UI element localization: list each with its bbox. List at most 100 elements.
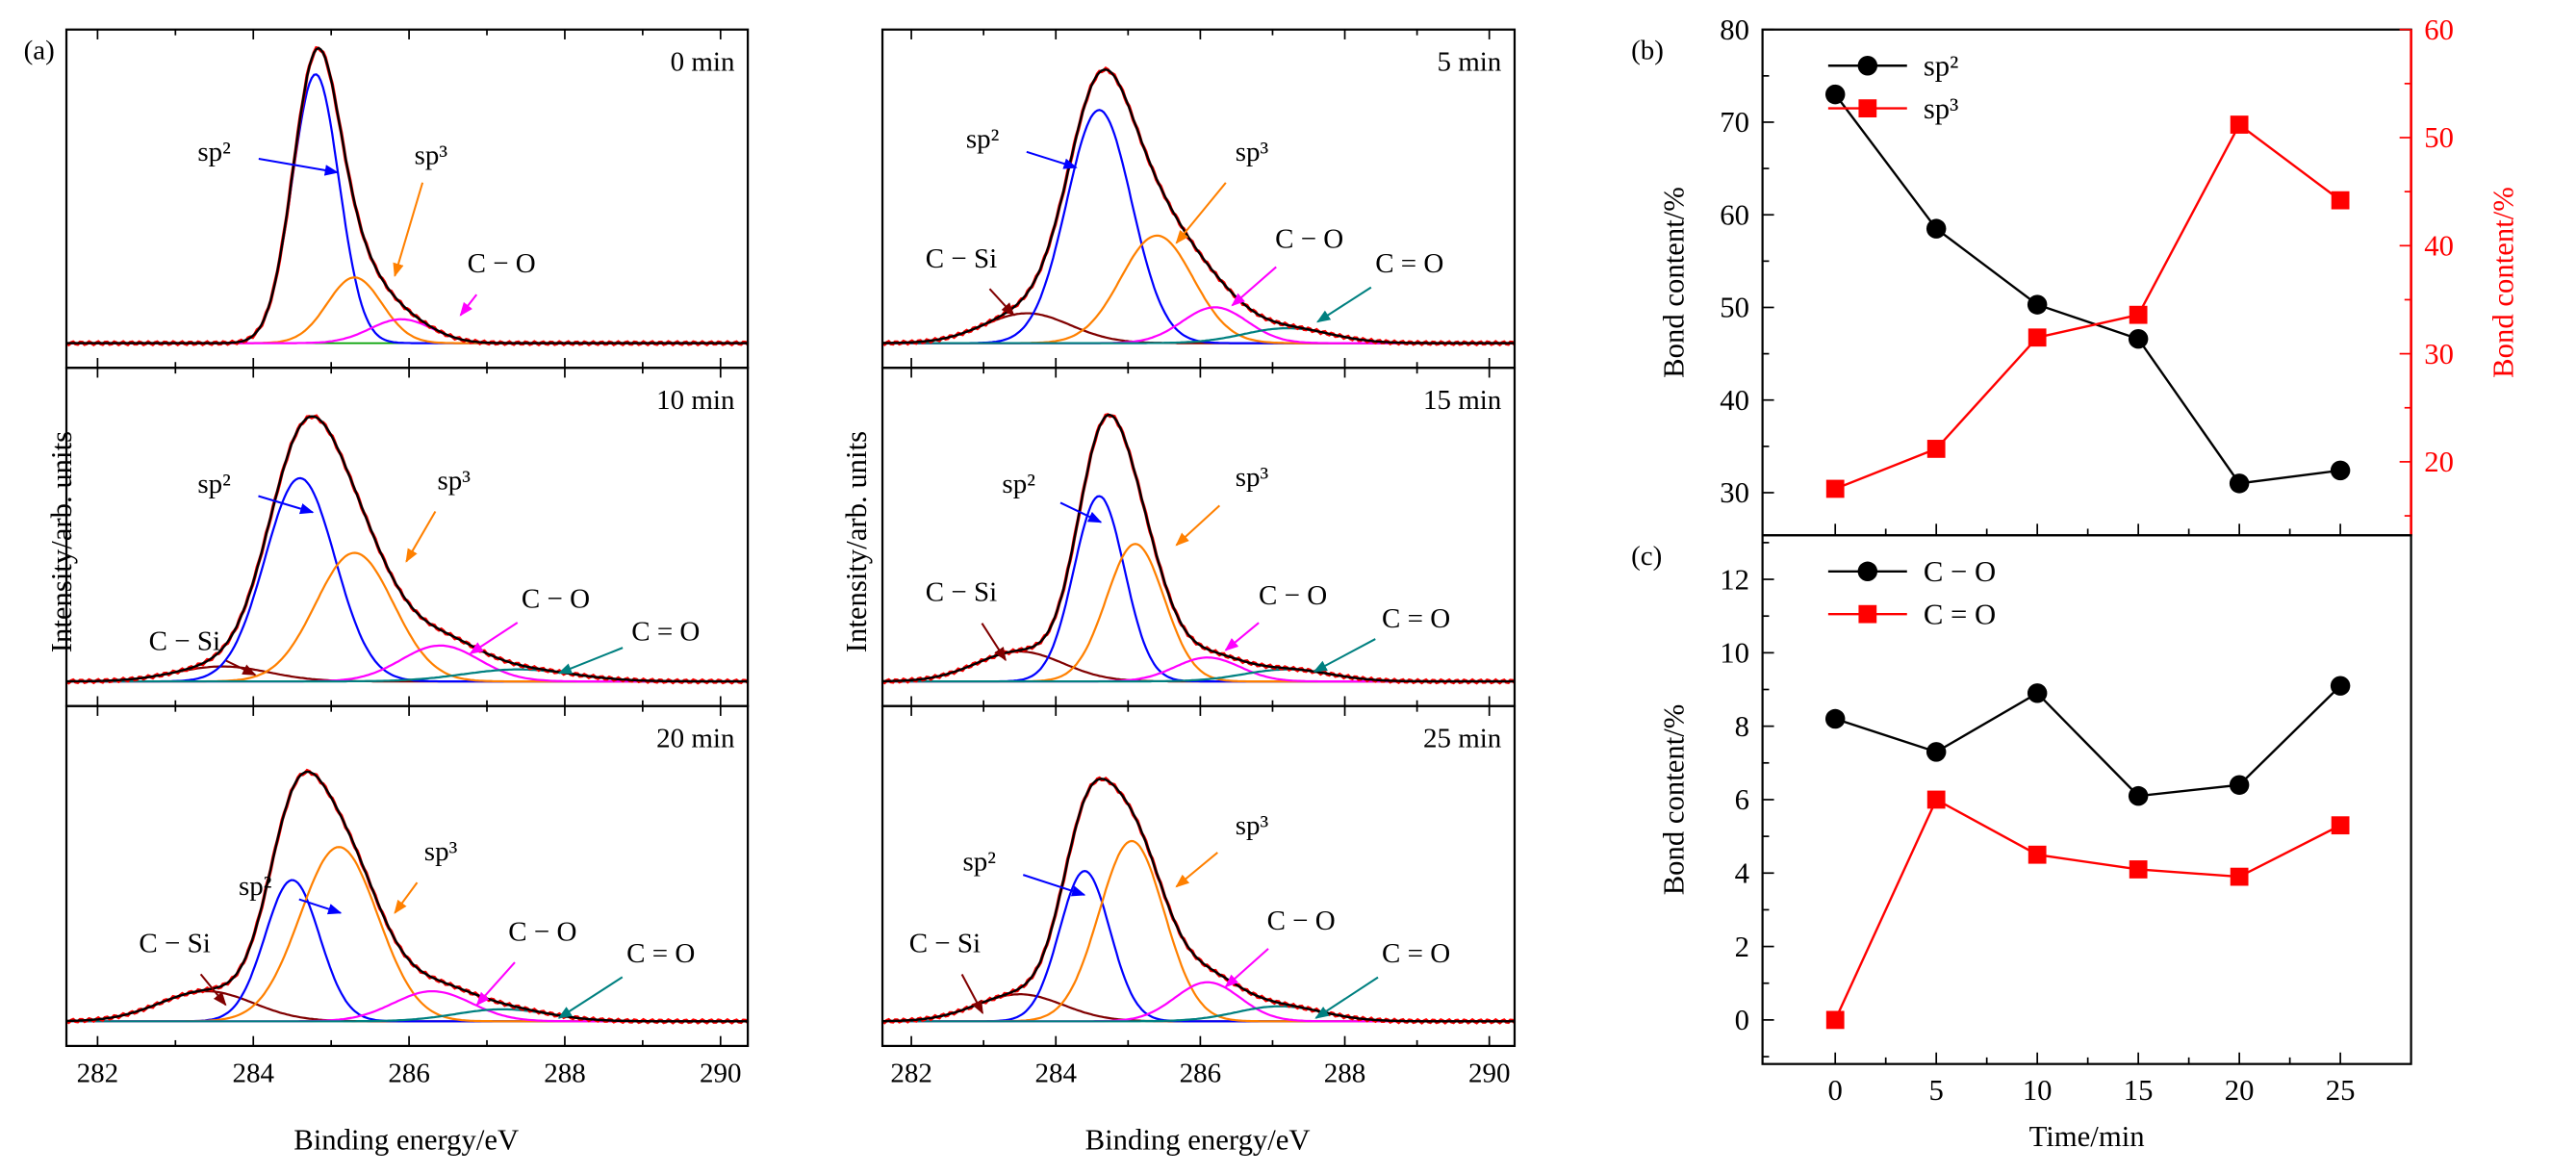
component-label-sp2: sp² [239,871,272,902]
arrow-CSi [981,623,1007,662]
legend-marker [1858,604,1877,624]
arrow-sp2 [1059,501,1103,523]
y-tick-label: 12 [1720,563,1749,596]
arrow-sp2 [258,157,339,176]
time-label: 10 min [656,385,735,416]
legend-label: C = O [1924,598,1996,630]
component-label-sp3: sp³ [1236,810,1269,841]
component-curve-CO [66,989,749,1023]
component-label-sp3: sp³ [1236,462,1269,493]
panel-c-co-content: 0 5 10 15 20 25 Time/min 0 2 4 6 8 10 12 Bond content/… [1631,534,2412,1153]
data-point [2129,305,2148,324]
component-label-sp3: sp³ [437,465,471,496]
raw-data-curve [881,776,1517,1025]
spectrum-subplot-20-min: 282 284 286 288 290 20 min C − Si sp² sp³ C − O C … [64,704,750,1088]
arrow-sp2 [258,495,315,515]
legend-marker [1857,561,1878,582]
y-tick-label: 10 [1720,637,1749,670]
x-tick-label: 282 [890,1058,931,1088]
arrow-sp3 [405,510,437,563]
time-label: 20 min [656,723,735,753]
component-label-sp2: sp² [197,469,231,499]
component-label-sp3: sp³ [415,140,448,171]
component-label-sp2: sp² [1002,469,1035,499]
y-tick-label: 2 [1735,931,1749,963]
time-label: 5 min [1437,46,1501,77]
data-point [1825,1010,1845,1030]
component-label-sp2: sp² [197,137,231,167]
component-label-CSi: C − Si [139,929,210,959]
y-axis-label: Bond content/% [1658,187,1691,378]
component-label-CO: C − O [1275,224,1343,255]
spectrum-subplot-5-min: 5 min C − Si sp² sp³ C − O C = O [880,28,1517,370]
arrow-sp3 [1175,182,1227,244]
legend-marker [1858,99,1877,117]
component-label-CO: C − O [508,917,576,948]
data-point [2229,473,2250,494]
series-line-1 [1834,798,2341,1021]
x-axis-label: Time/min [2029,1120,2145,1153]
x-tick-label: 286 [1180,1058,1222,1088]
arrow-CSi [960,974,984,1015]
component-label-CdO: C = O [1375,248,1443,279]
arrow-CdO [1313,638,1376,673]
data-point [2128,328,2149,349]
arrow-CdO [557,647,624,675]
y-tick-label: 8 [1735,710,1749,743]
spectrum-subplot-10-min: 10 min C − Si sp² sp³ C − O C = O [64,367,750,707]
data-point [1825,479,1845,498]
component-label-CSi: C − Si [926,243,997,274]
component-curve-CO [882,306,1515,345]
legend-label: sp² [1924,49,1959,82]
data-point [2128,785,2149,806]
series-line-1 [1834,122,2341,491]
x-tick-label: 288 [544,1058,586,1088]
panel-label-a: (a) [24,35,55,65]
panel-b-sp2-sp3-content: 30 40 50 60 70 80 20 30 40 50 60 Bond content/% Bond… [1631,13,2519,537]
panel-label-b: (b) [1631,35,1664,65]
right-y-tick-label: 40 [2424,230,2454,263]
component-label-CO: C − O [1259,580,1327,611]
x-tick-label: 286 [388,1058,430,1088]
component-curve-CO [66,318,749,345]
component-curve-CdO [882,326,1515,345]
arrow-CO [1224,622,1260,651]
arrow-CSi [199,973,227,1007]
data-point [2230,115,2249,134]
x-tick-label: 288 [1324,1058,1365,1088]
x-tick-label: 25 [2326,1074,2356,1107]
data-point [2027,683,2048,703]
x-tick-label: 10 [2023,1074,2053,1107]
data-point [2028,328,2047,347]
component-label-sp3: sp³ [1236,137,1269,167]
series-line-0 [1834,93,2341,485]
subplot-frame [880,367,1517,707]
data-point [2330,676,2351,696]
x-tick-label: 20 [2225,1074,2255,1107]
arrow-sp2 [298,898,343,915]
legend-marker [1857,56,1878,76]
y-tick-label: 6 [1735,783,1749,816]
arrow-sp2 [1026,150,1078,169]
subplot-frame [880,704,1517,1048]
right-y-axis-label: Bond content/% [2487,187,2519,378]
component-label-CSi: C − Si [149,626,220,657]
arrow-CdO [557,976,624,1019]
panel-a-xps-spectra: 0 min sp² sp³ C − O 5 min C − Si sp² sp³ C − O C … [24,28,1517,1156]
arrow-CSi [225,659,257,676]
data-point [1926,742,1947,762]
data-point [2129,860,2148,879]
y-tick-label: 60 [1720,198,1749,231]
subplot-frame [64,28,750,370]
component-label-CO: C − O [1267,906,1336,936]
component-label-CdO: C = O [631,616,700,647]
component-label-sp2: sp² [962,846,996,877]
arrow-CO [475,961,516,1007]
x-tick-label: 5 [1929,1074,1944,1107]
component-label-CO: C − O [468,248,536,279]
y-axis-label: Bond content/% [1658,704,1691,896]
raw-data-curve [881,413,1517,685]
fit-envelope-curve [66,415,749,683]
arrow-CdO [1314,976,1379,1019]
component-curve-CdO [882,1005,1515,1023]
